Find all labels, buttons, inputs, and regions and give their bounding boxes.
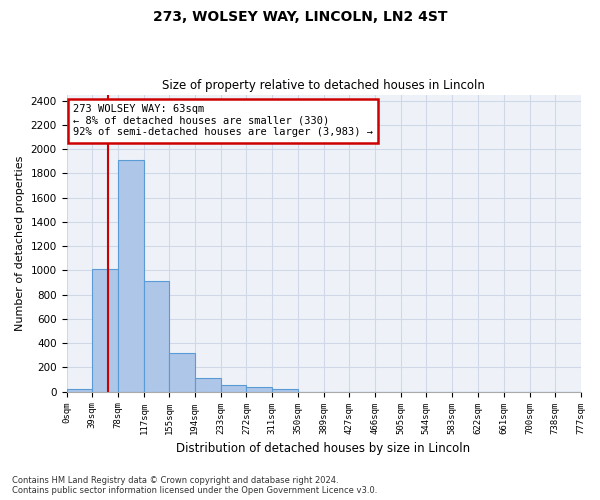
Bar [118, 160, 144, 392]
X-axis label: Distribution of detached houses by size in Lincoln: Distribution of detached houses by size … [176, 442, 470, 455]
Bar [169, 354, 195, 392]
Title: Size of property relative to detached houses in Lincoln: Size of property relative to detached ho… [162, 79, 485, 92]
Text: 273 WOLSEY WAY: 63sqm
← 8% of detached houses are smaller (330)
92% of semi-deta: 273 WOLSEY WAY: 63sqm ← 8% of detached h… [73, 104, 373, 138]
Bar [144, 280, 169, 392]
Bar [195, 378, 221, 392]
Text: Contains HM Land Registry data © Crown copyright and database right 2024.
Contai: Contains HM Land Registry data © Crown c… [12, 476, 377, 495]
Bar [92, 269, 118, 392]
Text: 273, WOLSEY WAY, LINCOLN, LN2 4ST: 273, WOLSEY WAY, LINCOLN, LN2 4ST [153, 10, 447, 24]
Bar [67, 390, 92, 392]
Bar [272, 390, 298, 392]
Y-axis label: Number of detached properties: Number of detached properties [15, 156, 25, 331]
Bar [247, 388, 272, 392]
Bar [221, 385, 247, 392]
